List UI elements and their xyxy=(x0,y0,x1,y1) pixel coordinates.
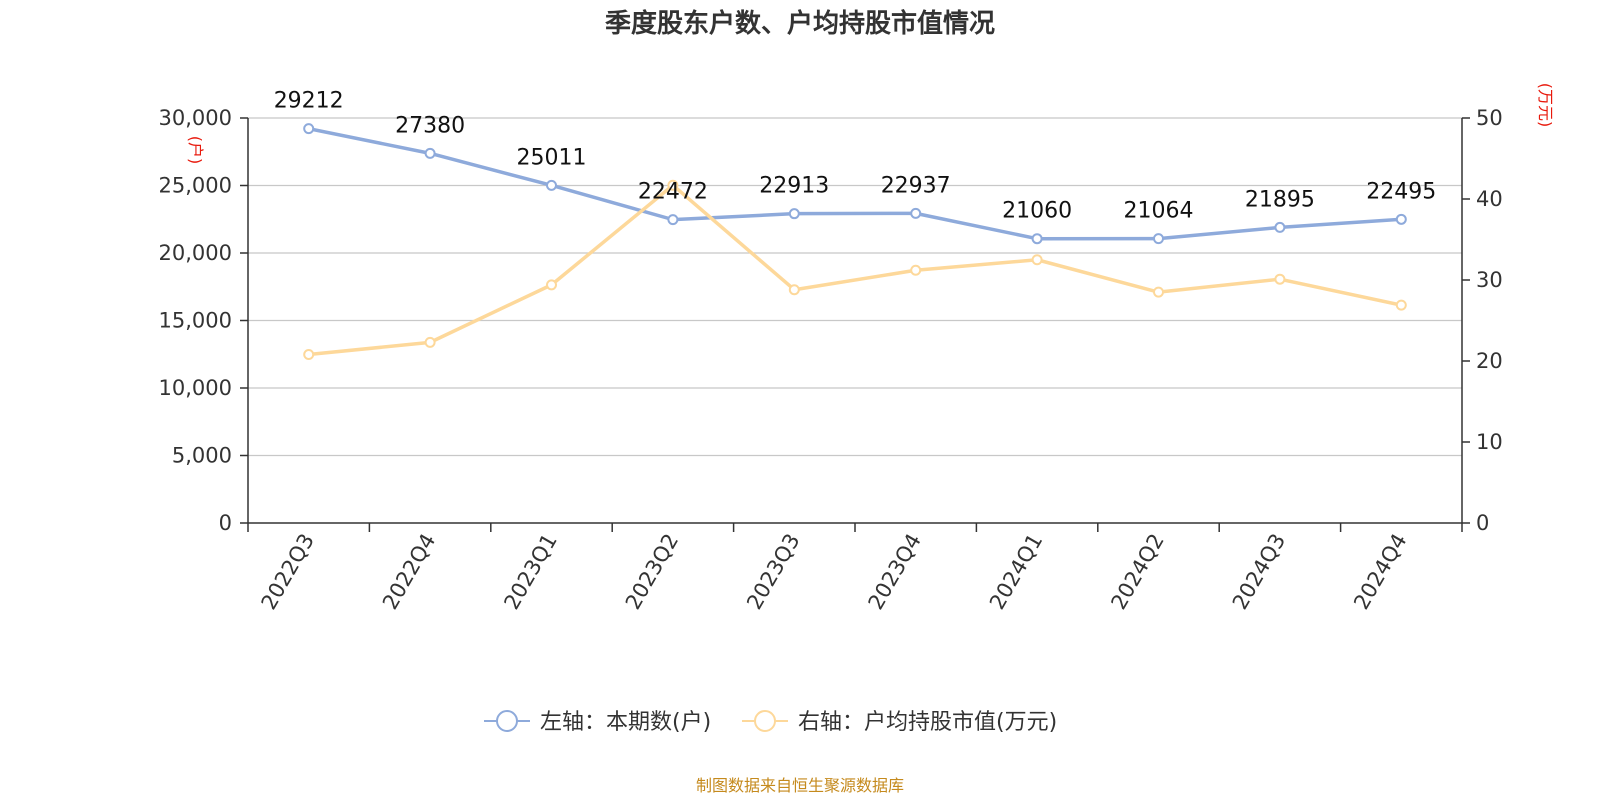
data-label: 22495 xyxy=(1366,179,1436,204)
left-axis-tick-label: 10,000 xyxy=(159,376,232,400)
right-axis-unit: (万元) xyxy=(1536,83,1555,128)
series-2-point xyxy=(1031,254,1043,266)
legend-item-2[interactable]: 右轴：户均持股市值(万元) xyxy=(742,710,1057,735)
data-label: 29212 xyxy=(274,89,344,114)
left-axis-tick-label: 30,000 xyxy=(159,106,232,130)
series-2-point xyxy=(303,349,315,361)
right-axis-tick-label: 10 xyxy=(1476,430,1503,454)
left-axis-unit: (户) xyxy=(186,136,205,165)
data-label: 25011 xyxy=(517,145,587,170)
series-lines xyxy=(303,123,1407,361)
data-label: 22937 xyxy=(881,173,951,198)
series-line-1 xyxy=(306,126,1404,241)
legend-item-1[interactable]: 左轴：本期数(户) xyxy=(484,710,711,735)
x-axis-category-label: 2023Q1 xyxy=(499,530,561,614)
x-axis-category-label: 2023Q4 xyxy=(864,530,926,614)
data-label: 21895 xyxy=(1245,187,1315,212)
data-label: 27380 xyxy=(395,113,465,138)
series-2-point xyxy=(910,264,922,276)
series-1-point xyxy=(424,147,436,159)
x-axis-category-label: 2022Q4 xyxy=(378,530,440,614)
series-1-point xyxy=(1153,233,1164,245)
data-label: 22472 xyxy=(638,180,708,205)
series-1-point xyxy=(1031,233,1043,245)
data-label: 22913 xyxy=(759,174,829,199)
series-2-point xyxy=(1395,299,1407,311)
left-axis-tick-label: 15,000 xyxy=(159,309,232,333)
left-axis-tick-label: 0 xyxy=(219,511,232,535)
legend-label: 右轴：户均持股市值(万元) xyxy=(798,710,1057,735)
series-2-point xyxy=(788,284,800,296)
series-1-point xyxy=(546,179,557,191)
x-axis-category-label: 2022Q3 xyxy=(257,530,319,614)
x-axis-category-label: 2024Q2 xyxy=(1106,530,1168,614)
series-2-point xyxy=(667,179,679,191)
data-label: 21060 xyxy=(1002,199,1072,224)
series-1-point xyxy=(910,207,922,219)
series-2-point xyxy=(1274,273,1286,285)
legend-swatch-marker xyxy=(754,710,776,732)
series-1-point xyxy=(1274,221,1286,233)
right-axis-tick-label: 30 xyxy=(1476,268,1503,292)
series-1-point xyxy=(303,123,315,135)
legend-swatch-marker xyxy=(496,710,518,732)
right-axis-tick-label: 40 xyxy=(1476,187,1503,211)
series-2-point xyxy=(546,279,557,291)
left-axis-tick-label: 5,000 xyxy=(172,444,232,468)
series-2-point xyxy=(1153,286,1164,298)
right-axis-tick-label: 20 xyxy=(1476,349,1503,373)
x-axis-category-label: 2024Q3 xyxy=(1228,530,1290,614)
series-1-point xyxy=(1395,213,1407,225)
x-axis-category-label: 2023Q3 xyxy=(742,530,804,614)
series-line-2 xyxy=(306,183,1404,357)
grid xyxy=(248,117,1462,457)
right-axis-tick-label: 0 xyxy=(1476,511,1489,535)
legend[interactable]: 左轴：本期数(户) 右轴：户均持股市值(万元) xyxy=(484,710,1057,735)
left-axis-tick-label: 20,000 xyxy=(159,241,232,265)
x-axis-category-label: 2024Q1 xyxy=(985,530,1047,614)
source-note: 制图数据来自恒生聚源数据库 xyxy=(696,776,904,795)
data-label: 21064 xyxy=(1124,199,1194,224)
right-axis-tick-label: 50 xyxy=(1476,106,1503,130)
data-labels: 29212 27380 25011 22472 22913 22937 21060 21064… xyxy=(274,89,1437,224)
x-axis-category-label: 2023Q2 xyxy=(621,530,683,614)
series-2-point xyxy=(424,336,436,348)
x-axis-category-label: 2024Q4 xyxy=(1349,530,1411,614)
left-axis-tick-label: 25,000 xyxy=(159,174,232,198)
legend-label: 左轴：本期数(户) xyxy=(540,710,711,735)
chart-title: 季度股东户数、户均持股市值情况 xyxy=(605,8,995,39)
series-1-point xyxy=(788,208,800,220)
series-1-point xyxy=(667,214,679,226)
